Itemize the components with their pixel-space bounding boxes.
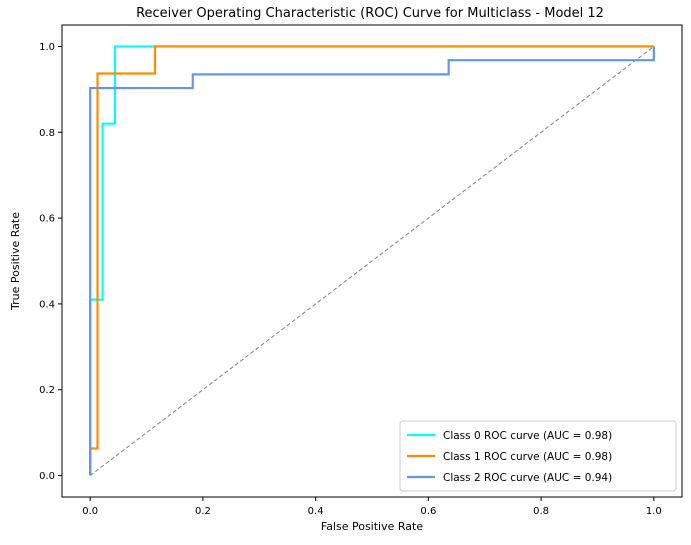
legend: Class 0 ROC curve (AUC = 0.98) Class 1 RO… [399, 420, 677, 492]
y-tick-label: 0.8 [39, 128, 55, 139]
reference-diagonal-line [89, 46, 655, 476]
x-tick-label: 0.6 [420, 506, 436, 517]
y-tick-label: 0.4 [39, 299, 55, 310]
plot-area: 0.0 0.2 0.4 0.6 0.8 1.0 0.0 0.2 0.4 0.6 0.8 1.0 [39, 24, 683, 517]
legend-entry-class-1: Class 1 ROC curve (AUC = 0.98) [443, 451, 612, 463]
legend-box [399, 420, 677, 492]
y-tick-label: 0.2 [39, 385, 55, 396]
legend-entry-class-0: Class 0 ROC curve (AUC = 0.98) [443, 430, 612, 442]
series-line-class-2 [89, 46, 655, 476]
y-tick-label: 0.6 [39, 214, 55, 225]
chart-title: Receiver Operating Characteristic (ROC) … [136, 6, 604, 21]
x-tick-label: 0.4 [308, 506, 324, 517]
x-tick-label: 0.2 [195, 506, 211, 517]
y-tick-label: 0.0 [39, 471, 55, 482]
x-tick-label: 1.0 [646, 506, 662, 517]
x-tick-label: 0.0 [82, 506, 98, 517]
x-axis-label: False Positive Rate [321, 520, 423, 533]
legend-entry-class-2: Class 2 ROC curve (AUC = 0.94) [443, 472, 612, 484]
x-tick-label: 0.8 [533, 506, 549, 517]
y-axis-label: True Positive Rate [9, 212, 22, 311]
y-tick-label: 1.0 [39, 42, 55, 53]
plot-frame [61, 24, 683, 498]
